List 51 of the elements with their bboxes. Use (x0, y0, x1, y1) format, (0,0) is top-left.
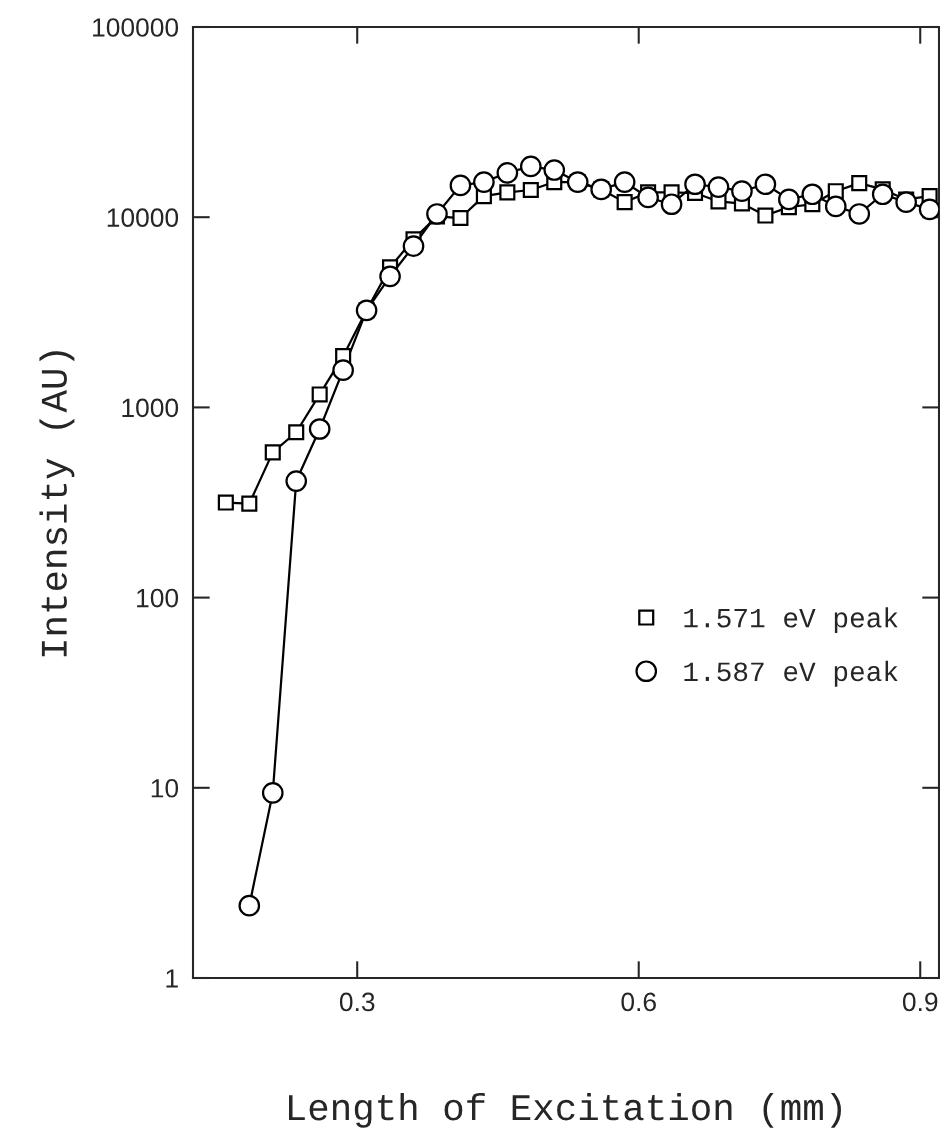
point (238, 894, 261, 917)
point (452, 209, 469, 227)
point (637, 186, 659, 209)
point (288, 424, 305, 441)
point (264, 444, 281, 461)
point (241, 495, 258, 512)
y-tick-label: 100 (137, 588, 179, 608)
point (707, 176, 730, 198)
point (311, 386, 328, 403)
x-tick-label: 0.9 (902, 992, 938, 1012)
point (757, 207, 774, 224)
point (217, 494, 234, 511)
point (851, 175, 868, 192)
point (522, 181, 539, 199)
point (660, 193, 683, 216)
point (499, 184, 516, 201)
x-tick-label: 0.6 (621, 992, 656, 1012)
point (778, 188, 800, 211)
point (426, 203, 448, 225)
x-axis-title: Length of Excitation (mm) (289, 1092, 841, 1128)
y-tick-label: 1 (166, 969, 178, 988)
point (449, 174, 472, 197)
point (402, 235, 425, 258)
point (895, 191, 917, 213)
point (848, 203, 871, 225)
y-axis-title: Intensity (AU) (39, 351, 75, 657)
point (379, 265, 401, 288)
point (684, 173, 706, 196)
x-tick-label: 0.3 (339, 992, 375, 1012)
point (285, 470, 308, 492)
point (543, 159, 566, 181)
point (308, 418, 331, 440)
legend-label: 1.587 eV peak (684, 660, 898, 687)
point (731, 180, 753, 203)
y-tick-label: 1000 (122, 398, 179, 418)
point (801, 183, 824, 206)
point (261, 782, 284, 804)
point (473, 171, 495, 193)
point (613, 171, 636, 193)
y-tick-label: 10000 (107, 208, 179, 228)
point (824, 195, 847, 218)
point (918, 198, 939, 221)
y-tick-label: 10 (151, 778, 179, 798)
legend-label: 1.571 eV peak (684, 607, 898, 634)
point (616, 194, 633, 211)
point (519, 155, 542, 178)
point (871, 183, 894, 206)
point (496, 162, 519, 184)
point (332, 359, 354, 381)
point (754, 173, 777, 196)
y-tick-label: 100000 (93, 18, 179, 37)
